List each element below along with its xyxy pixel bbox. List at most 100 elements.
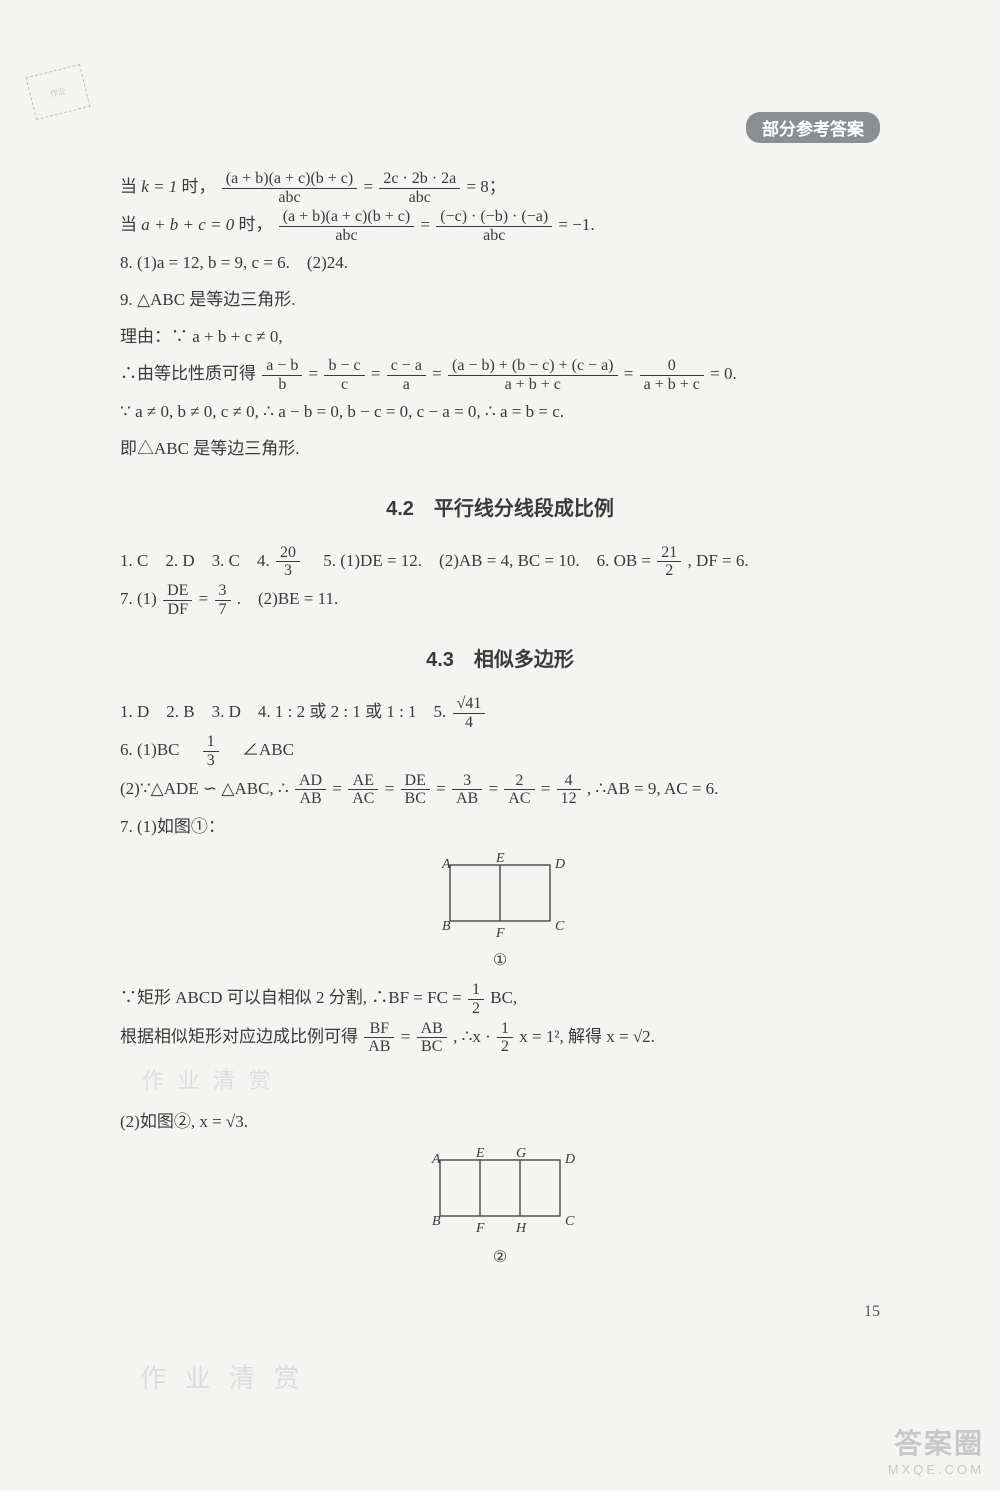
- faint-watermark: 作 业 清 赏: [142, 1068, 275, 1093]
- numerator: 2c · 2b · 2a: [379, 170, 460, 188]
- denominator: abc: [379, 188, 460, 207]
- denominator: AC: [348, 789, 378, 808]
- text: x = 1², 解得 x = √2.: [519, 1027, 655, 1046]
- denominator: 2: [468, 999, 484, 1018]
- numerator: 1: [497, 1020, 513, 1038]
- fraction: AEAC: [348, 772, 378, 808]
- text: , ∴x ·: [453, 1027, 495, 1046]
- line-ratio: ∴由等比性质可得 a − bb = b − cc = c − aa = (a −…: [120, 357, 880, 393]
- numerator: 1: [468, 981, 484, 999]
- denominator: 4: [453, 713, 486, 732]
- denominator: abc: [279, 226, 414, 245]
- numerator: a − b: [262, 357, 302, 375]
- label-E: E: [495, 853, 505, 866]
- label-C: C: [565, 1214, 575, 1229]
- text: k = 1: [141, 177, 177, 196]
- denominator: c: [324, 375, 364, 394]
- numerator: AD: [295, 772, 326, 790]
- text: = 8；: [466, 177, 505, 196]
- watermark-bottom-left: 作 业 清 赏: [140, 1358, 306, 1395]
- denominator: a: [387, 375, 426, 394]
- fraction: c − aa: [387, 357, 426, 393]
- text: 时，: [177, 177, 215, 196]
- denominator: a + b + c: [640, 375, 704, 394]
- text: 5. (1)DE = 12. (2)AB = 4, BC = 10. 6. OB…: [306, 551, 655, 570]
- text: ∴由等比性质可得: [120, 364, 256, 383]
- numerator: 2: [504, 772, 534, 790]
- diagram-2-svg: A D B C E G F H: [415, 1148, 585, 1240]
- denominator: 2: [657, 561, 681, 580]
- header-badge: 部分参考答案: [746, 112, 880, 143]
- watermark-small: MXQE.COM: [888, 1462, 984, 1477]
- numerator: b − c: [324, 357, 364, 375]
- denominator: 2: [497, 1037, 513, 1056]
- text: = 0.: [710, 364, 737, 383]
- numerator: 21: [657, 544, 681, 562]
- s43-row1: 1. D 2. B 3. D 4. 1 : 2 或 2 : 1 或 1 : 1 …: [120, 695, 880, 731]
- text: ∵矩形 ABCD 可以自相似 2 分割, ∴BF = FC =: [120, 988, 466, 1007]
- numerator: c − a: [387, 357, 426, 375]
- numerator: 4: [557, 772, 581, 790]
- denominator: b: [262, 375, 302, 394]
- diagram-1: A D B C E F ①: [120, 853, 880, 978]
- fraction: 203: [276, 544, 300, 580]
- s43-row2: 6. (1)BC 13 ∠ABC: [120, 733, 880, 769]
- text: =: [199, 589, 213, 608]
- numerator: DE: [163, 582, 192, 600]
- fraction: (a + b)(a + c)(b + c)abc: [222, 170, 357, 206]
- fraction: 37: [215, 582, 231, 618]
- s43-row5: ∵矩形 ABCD 可以自相似 2 分割, ∴BF = FC = 12 BC,: [120, 981, 880, 1017]
- text: 根据相似矩形对应边成比例可得: [120, 1027, 358, 1046]
- diagram-2: A D B C E G F H ②: [120, 1148, 880, 1275]
- text: 当: [120, 177, 141, 196]
- fraction: 2c · 2b · 2aabc: [379, 170, 460, 206]
- numerator: 20: [276, 544, 300, 562]
- fraction: a − bb: [262, 357, 302, 393]
- fraction: 12: [468, 981, 484, 1017]
- denominator: AB: [364, 1037, 394, 1056]
- denominator: 3: [276, 561, 300, 580]
- fraction: √414: [453, 695, 486, 731]
- denominator: BC: [417, 1037, 447, 1056]
- section-title-43: 4.3 相似多边形: [120, 640, 880, 681]
- text: , ∴AB = 9, AC = 6.: [587, 779, 719, 798]
- label-B: B: [442, 919, 451, 934]
- numerator: √41: [453, 695, 486, 713]
- label-H: H: [515, 1221, 527, 1236]
- numerator: (−c) · (−b) · (−a): [436, 208, 552, 226]
- fraction: DEBC: [401, 772, 430, 808]
- line-abc0: 当 a + b + c = 0 时， (a + b)(a + c)(b + c)…: [120, 208, 880, 244]
- diagram-2-caption: ②: [120, 1242, 880, 1275]
- denominator: 12: [557, 789, 581, 808]
- s43-row3: (2)∵△ADE ∽ △ABC, ∴ ADAB = AEAC = DEBC = …: [120, 772, 880, 808]
- watermark-bottom-right: 答案圈 MXQE.COM: [888, 1422, 984, 1477]
- text: =: [420, 215, 434, 234]
- s43-row7: (2)如图②, x = √3.: [120, 1105, 880, 1140]
- corner-stamp: 作业: [26, 64, 91, 120]
- text: 6. (1)BC: [120, 740, 197, 759]
- fraction: ABBC: [417, 1020, 447, 1056]
- denominator: abc: [222, 188, 357, 207]
- label-D: D: [554, 857, 565, 872]
- denominator: abc: [436, 226, 552, 245]
- page-number: 15: [864, 1303, 880, 1321]
- text: a + b + c = 0: [141, 215, 234, 234]
- text: 1. D 2. B 3. D 4. 1 : 2 或 2 : 1 或 1 : 1 …: [120, 702, 451, 721]
- label-D: D: [564, 1152, 575, 1167]
- diagram-1-caption: ①: [120, 945, 880, 978]
- fraction: (a + b)(a + c)(b + c)abc: [279, 208, 414, 244]
- label-F: F: [475, 1221, 485, 1236]
- content-body: 当 k = 1 时， (a + b)(a + c)(b + c)abc = 2c…: [120, 170, 880, 1274]
- denominator: BC: [401, 789, 430, 808]
- label-B: B: [432, 1214, 441, 1229]
- numerator: AB: [417, 1020, 447, 1038]
- fraction: 13: [203, 733, 219, 769]
- numerator: 3: [452, 772, 482, 790]
- numerator: BF: [364, 1020, 394, 1038]
- page: 作业 部分参考答案 当 k = 1 时， (a + b)(a + c)(b + …: [0, 0, 1000, 1491]
- text: 7. (1): [120, 589, 157, 608]
- faint-watermark-line: 作 业 清 赏: [120, 1058, 880, 1103]
- watermark-big: 答案圈: [888, 1422, 984, 1462]
- fraction: (−c) · (−b) · (−a)abc: [436, 208, 552, 244]
- s43-row4: 7. (1)如图①：: [120, 810, 880, 845]
